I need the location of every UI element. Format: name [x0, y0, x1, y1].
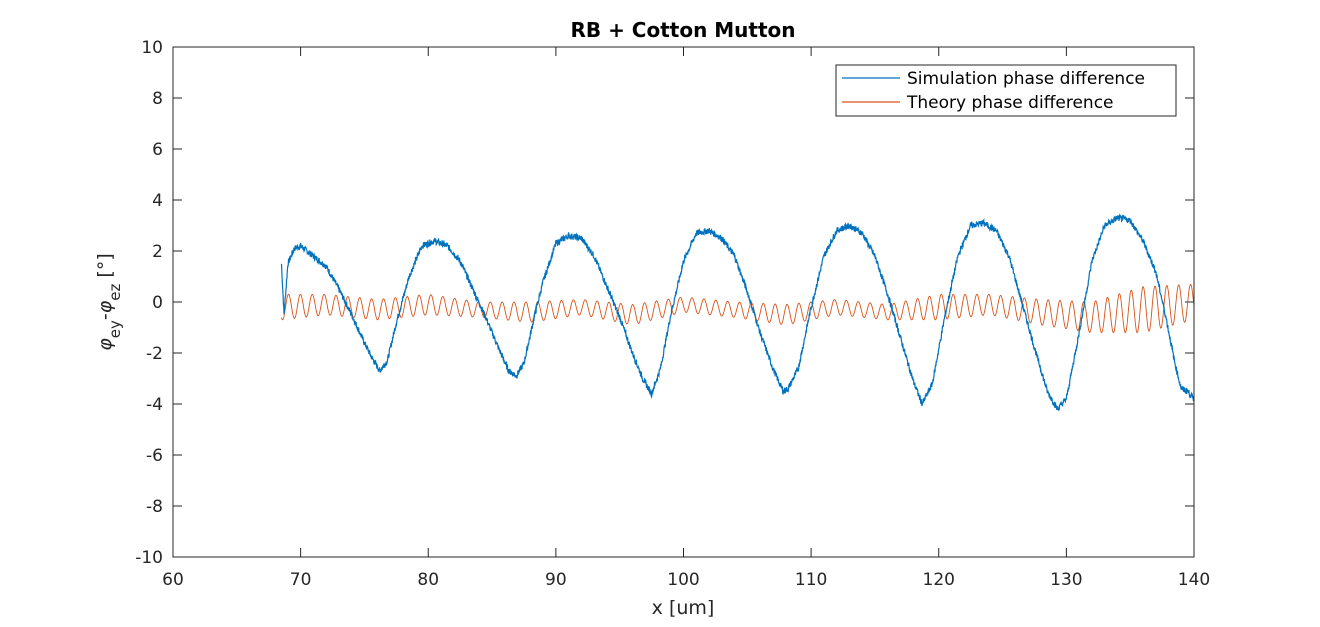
y-tick-label: 0 [152, 293, 163, 313]
x-tick-label: 120 [923, 570, 955, 590]
legend-box [835, 64, 1177, 117]
x-tick-label: 60 [162, 570, 184, 590]
x-tick-label: 140 [1178, 570, 1210, 590]
chart-title: RB + Cotton Mutton [570, 18, 795, 42]
x-axis-label: x [um] [652, 597, 715, 619]
series-theory-line [281, 283, 1194, 334]
x-tick-label: 90 [545, 570, 567, 590]
y-tick-label: -6 [146, 446, 163, 466]
x-tick-labels: 60 70 80 90 100 110 120 130 140 [162, 570, 1210, 590]
plot-area [173, 47, 1194, 557]
y-tick-label: 6 [152, 140, 163, 160]
x-tick-label: 110 [795, 570, 827, 590]
axes-box [172, 46, 1195, 558]
y-tick-label: 8 [152, 89, 163, 109]
y-tick-labels: -10 -8 -6 -4 -2 0 2 4 6 8 10 [135, 38, 163, 568]
y-tick-label: -8 [146, 497, 163, 517]
series-simulation-line [280, 213, 1194, 411]
y-tick-label: -2 [146, 344, 163, 364]
legend: Simulation phase difference Theory phase… [835, 64, 1177, 117]
y-axis-label: φey-φez [°] [94, 253, 124, 351]
y-tick-label: -4 [146, 395, 163, 415]
x-tick-label: 70 [290, 570, 312, 590]
x-tick-label: 130 [1050, 570, 1082, 590]
y-tick-label: -10 [135, 548, 163, 568]
y-tick-label: 10 [141, 38, 163, 58]
legend-label-theory: Theory phase difference [906, 93, 1114, 113]
legend-label-simulation: Simulation phase difference [907, 69, 1145, 89]
x-tick-label: 80 [417, 570, 439, 590]
y-tick-label: 2 [152, 242, 163, 262]
x-tick-label: 100 [667, 570, 699, 590]
y-tick-label: 4 [152, 191, 163, 211]
